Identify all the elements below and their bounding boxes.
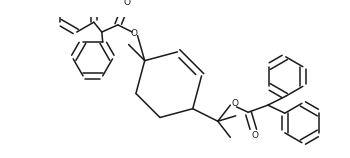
Text: O: O <box>252 131 259 140</box>
Text: O: O <box>123 0 130 7</box>
Text: O: O <box>131 29 138 38</box>
Text: O: O <box>231 99 238 108</box>
